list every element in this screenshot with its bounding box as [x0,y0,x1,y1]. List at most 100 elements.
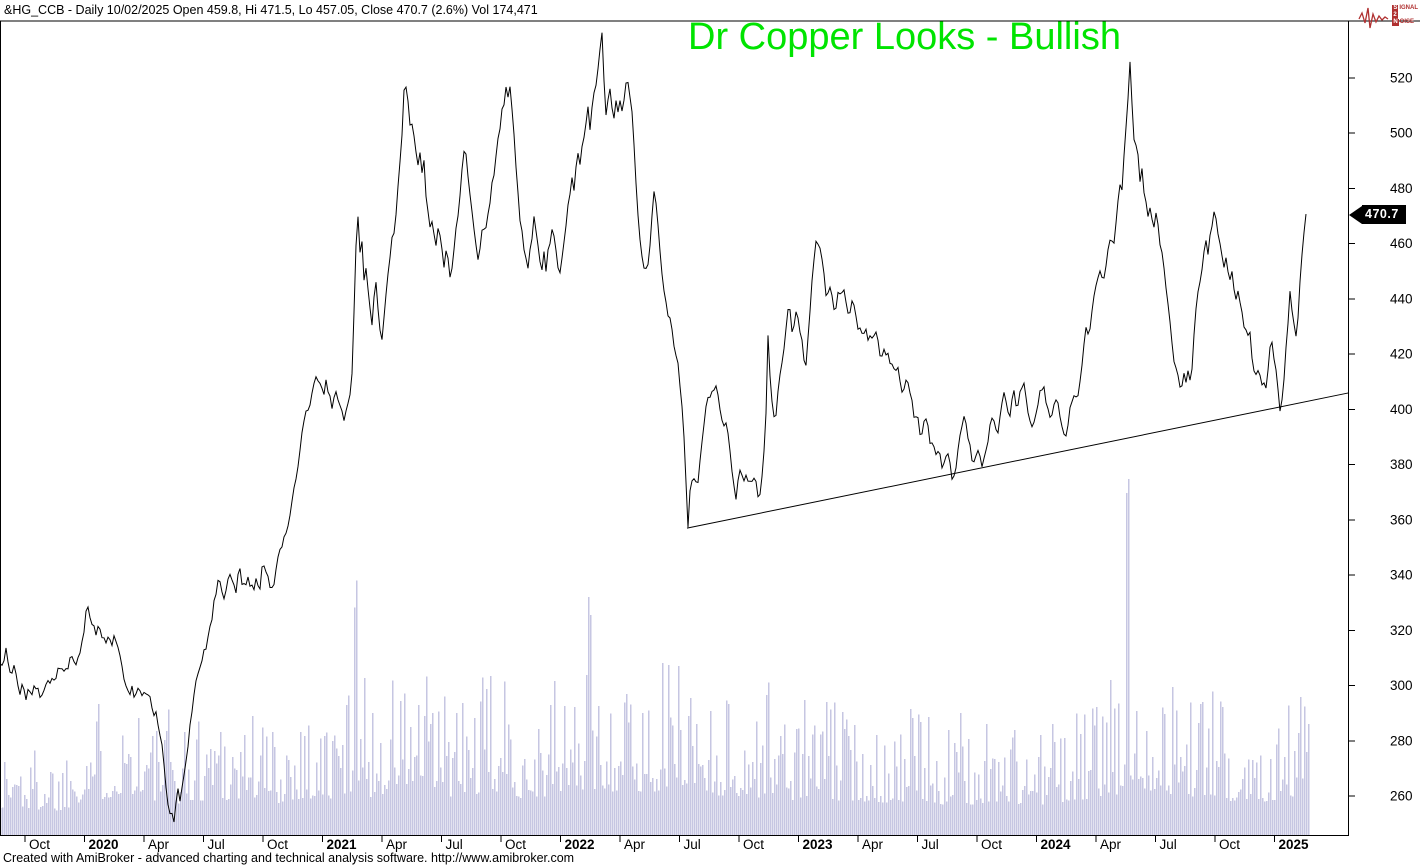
volume-bar [1058,784,1060,835]
volume-bar [124,762,126,835]
volume-bar [192,799,194,835]
volume-bar [636,763,638,835]
volume-bar [1272,799,1274,835]
volume-bar [238,798,240,835]
volume-bar [408,768,410,835]
volume-bar [166,731,168,835]
volume-bar [680,730,682,835]
volume-bar [1204,795,1206,835]
volume-bar [24,794,26,835]
y-axis-label: 340 [1390,568,1413,583]
volume-bar [1184,765,1186,835]
volume-bar [926,800,928,835]
volume-bar [480,701,482,835]
volume-bar [762,745,764,835]
volume-bar [1306,751,1308,835]
volume-bar [200,800,202,835]
volume-bar [1084,714,1086,835]
volume-bar [1288,705,1290,835]
volume-bar [458,781,460,835]
x-axis-label: Oct [743,837,764,852]
volume-bar [1032,790,1034,835]
y-axis-label: 440 [1390,291,1413,306]
volume-bar [976,800,978,835]
volume-bar [1114,708,1116,835]
volume-bar [358,780,360,835]
volume-bar [850,749,852,835]
volume-bar [944,777,946,835]
volume-bar [582,789,584,835]
volume-bar [366,779,368,835]
volume-bar [110,796,112,835]
volume-bar [546,775,548,835]
volume-bar [98,703,100,835]
volume-bar [484,749,486,835]
signal2noise-logo: S IGNAL 2 N OISE [1357,2,1419,34]
volume-bar [648,710,650,835]
volume-bar [456,712,458,835]
volume-bar [942,804,944,835]
volume-bar [1198,723,1200,835]
volume-bar [188,769,190,835]
volume-bar [228,799,230,835]
volume-bar [4,762,6,835]
volume-bar [938,790,940,835]
volume-bar [314,795,316,835]
volume-bar [1026,759,1028,835]
volume-bar [564,705,566,835]
volume-bar [988,801,990,835]
volume-bar [486,689,488,835]
volume-bar [372,712,374,835]
volume-bar [520,798,522,835]
volume-bar [1080,734,1082,835]
volume-bar [1154,789,1156,835]
volume-bar [140,791,142,835]
volume-bar [1186,744,1188,835]
volume-bar [696,723,698,835]
volume-bar [1144,788,1146,835]
volume-bar [1302,778,1304,835]
volume-bar [266,736,268,835]
volume-bar [536,796,538,835]
volume-bar [1240,789,1242,835]
volume-bar [394,767,396,835]
volume-bar [232,756,234,835]
volume-bar [108,797,110,835]
volume-bar [300,731,302,835]
volume-bar [496,791,498,835]
volume-bar [764,793,766,835]
volume-bar [650,782,652,835]
volume-bar [48,797,50,835]
volume-bar [810,778,812,835]
volume-bar [268,791,270,835]
volume-bar [530,790,532,835]
volume-bar [152,735,154,835]
volume-bar [756,721,758,835]
volume-bar [236,770,238,835]
volume-bar [924,767,926,835]
volume-bar [632,766,634,835]
volume-bar [434,787,436,835]
volume-bar [242,776,244,835]
volume-bar [494,778,496,835]
x-axis-label: 2020 [89,837,119,852]
volume-bar [784,724,786,835]
volume-bar [28,807,30,835]
volume-bar [584,760,586,835]
volume-bar [954,742,956,835]
volume-bar [316,762,318,835]
volume-bar [86,765,88,835]
volume-bar [782,753,784,835]
volume-bar [102,799,104,835]
volume-bar [884,745,886,835]
volume-bar [812,734,814,835]
volume-bar [970,804,972,835]
volume-bar [112,791,114,835]
volume-bar [186,793,188,835]
volume-bar [598,705,600,835]
volume-bar [1014,729,1016,835]
volume-bar [258,781,260,835]
volume-bar [1232,797,1234,835]
volume-bar [654,791,656,835]
volume-bar [342,745,344,835]
